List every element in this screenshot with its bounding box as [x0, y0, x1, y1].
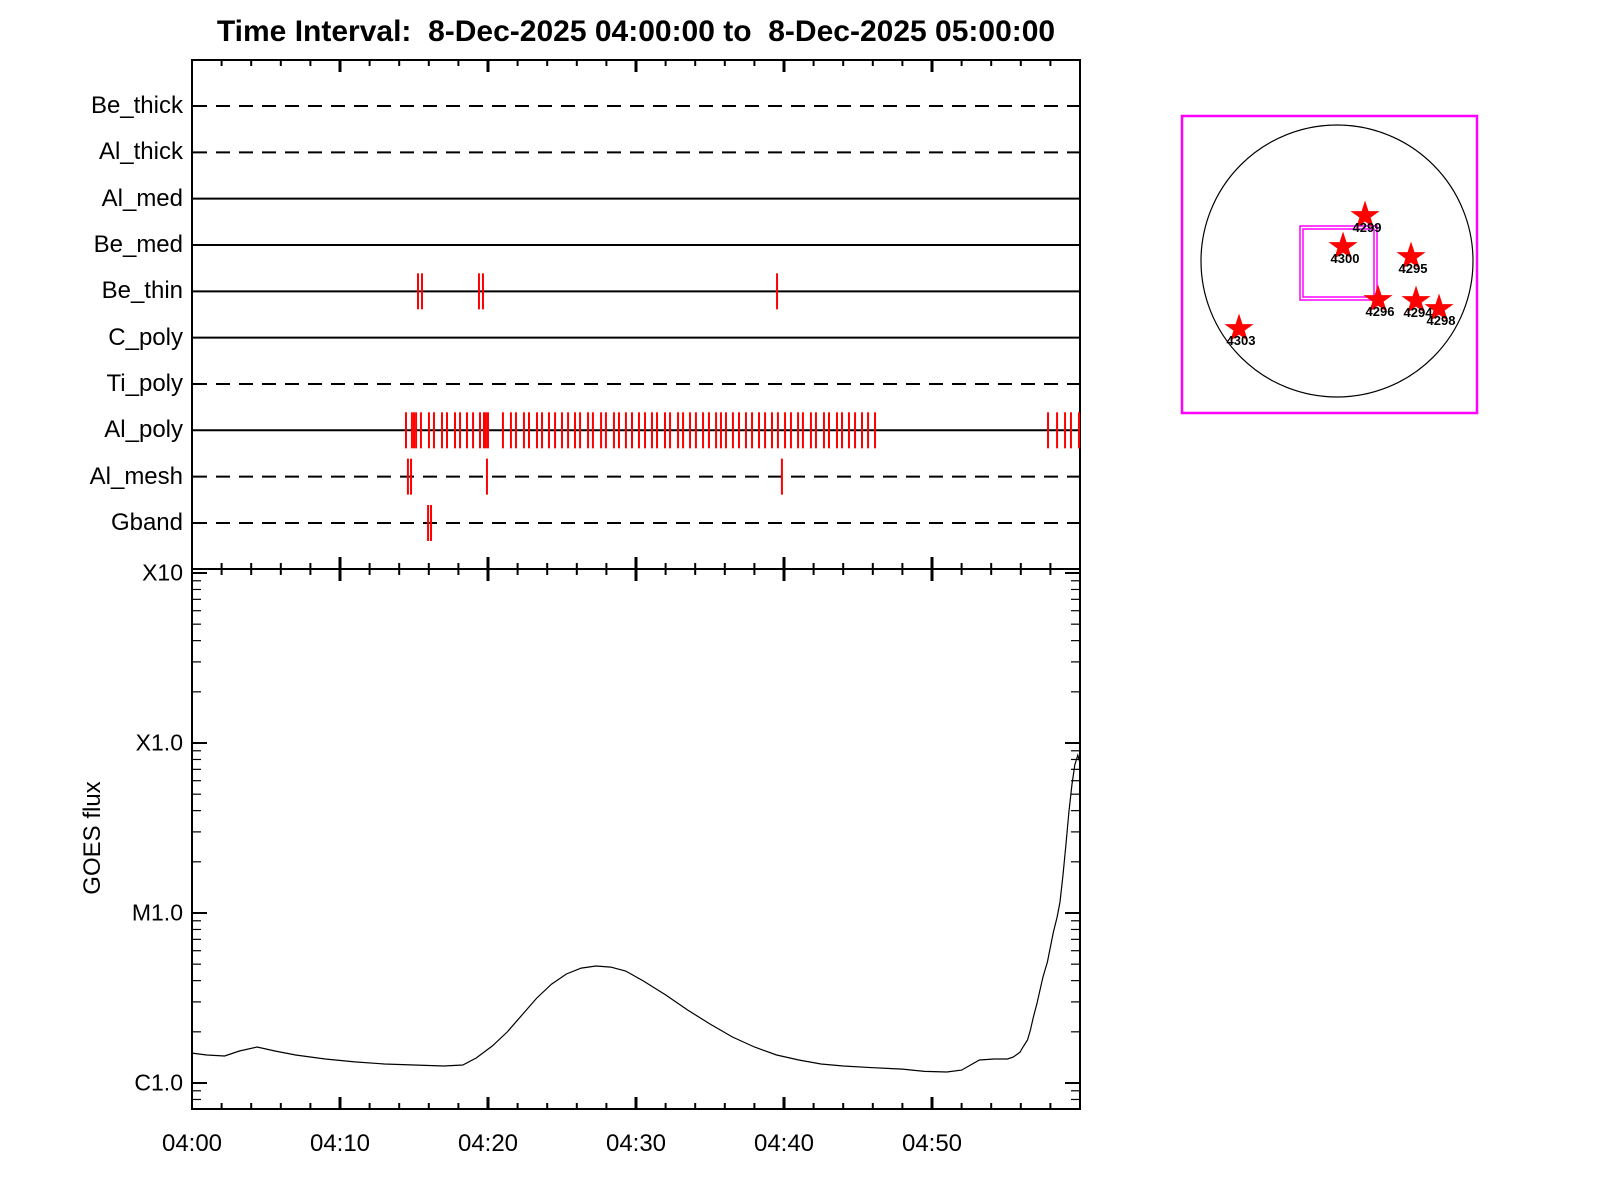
filter-row-label: Be_med — [93, 230, 183, 258]
filter-row-label: Be_thick — [90, 92, 183, 119]
active-region-label: 4300 — [1330, 251, 1360, 266]
active-region-star-icon: ★ — [1394, 234, 1428, 278]
xrt-fov-box-inner — [1302, 228, 1375, 298]
filter-row-label: Al_mesh — [89, 462, 183, 490]
active-region-star-icon: ★ — [1361, 277, 1395, 321]
goes-flux-axis-label: GOES flux — [79, 781, 106, 895]
active-region-label: 4298 — [1426, 313, 1456, 328]
goes-decade-label: C1.0 — [134, 1069, 183, 1096]
filter-row-label: Al_thick — [98, 138, 183, 166]
xrt-fov-box — [1299, 225, 1378, 301]
active-region-star-icon: ★ — [1348, 193, 1382, 237]
active-region-label: 4296 — [1365, 304, 1395, 319]
active-region-star-icon: ★ — [1399, 278, 1433, 322]
time-tick-label: 04:30 — [605, 1130, 667, 1157]
goes-decade-label: M1.0 — [131, 899, 183, 926]
plot-title: Time Interval: 8-Dec-2025 04:00:00 to 8-… — [216, 15, 1056, 48]
filter-row-label: C_poly — [108, 323, 183, 351]
active-region-star-icon: ★ — [1222, 306, 1256, 350]
goes-panel — [191, 568, 1081, 1110]
filter-row-label: Ti_poly — [106, 369, 183, 397]
active-region-label: 4303 — [1226, 333, 1256, 348]
solar-disk-circle — [1200, 124, 1474, 398]
filter-row-label: Al_poly — [104, 416, 183, 444]
solar-inset-frame — [1180, 114, 1479, 415]
filter-row-label: Gband — [110, 508, 183, 536]
goes-curve — [191, 752, 1081, 1073]
filter-row-label: Be_thin — [101, 277, 183, 305]
time-tick-label: 04:10 — [309, 1130, 371, 1157]
timeline-panel — [191, 59, 1081, 570]
goes-decade-label: X10 — [142, 559, 183, 586]
time-tick-label: 04:20 — [457, 1130, 519, 1157]
time-tick-label: 04:00 — [161, 1130, 223, 1157]
active-region-label: 4299 — [1352, 220, 1382, 235]
filter-row-label: Al_med — [101, 184, 183, 212]
active-region-label: 4294 — [1403, 305, 1433, 320]
active-region-label: 4295 — [1398, 261, 1428, 276]
time-tick-label: 04:40 — [753, 1130, 815, 1157]
active-region-star-icon: ★ — [1422, 286, 1456, 330]
active-region-star-icon: ★ — [1326, 224, 1360, 268]
goes-decade-label: X1.0 — [135, 729, 183, 756]
time-tick-label: 04:50 — [901, 1130, 963, 1157]
